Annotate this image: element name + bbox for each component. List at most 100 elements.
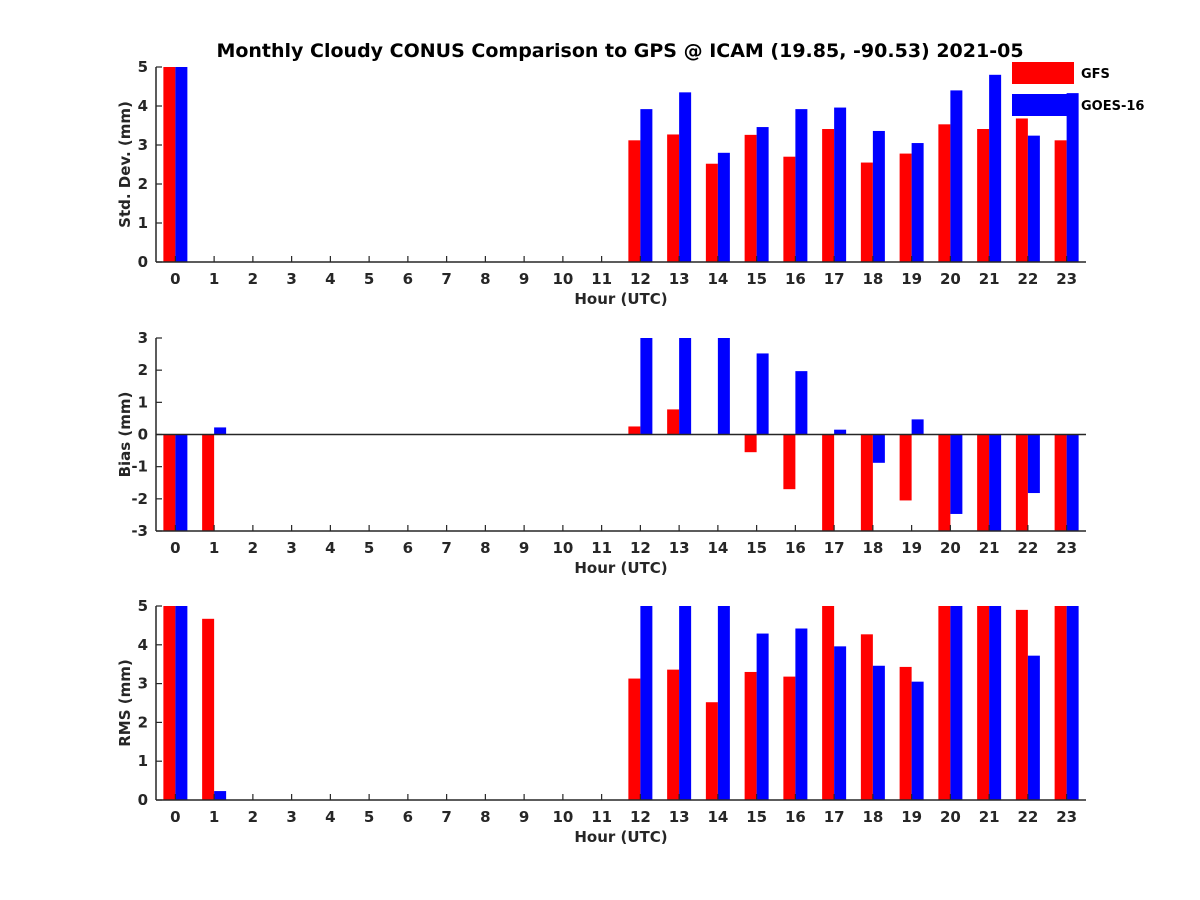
bar-rms-gfs-0 <box>163 606 176 800</box>
xtick-label-bias: 19 <box>901 539 922 557</box>
xtick-label-rms: 18 <box>862 808 883 826</box>
chart-title: Monthly Cloudy CONUS Comparison to GPS @… <box>216 40 1023 62</box>
legend-label-gfs: GFS <box>1081 67 1110 82</box>
bar-rms-gfs-14 <box>705 702 718 800</box>
bar-rms-goes-16-18 <box>872 665 885 800</box>
xtick-label-bias: 6 <box>403 539 413 557</box>
bar-rms-goes-16-15 <box>756 633 769 800</box>
bar-std-goes-16-21 <box>989 74 1002 262</box>
xtick-label-rms: 15 <box>746 808 767 826</box>
bar-rms-goes-16-13 <box>679 606 692 800</box>
ytick-label-rms: 1 <box>138 752 148 770</box>
bar-rms-goes-16-16 <box>795 628 808 800</box>
xlabel-std: Hour (UTC) <box>574 290 667 308</box>
xtick-label-std: 13 <box>669 270 690 288</box>
bar-std-goes-16-16 <box>795 109 808 263</box>
xtick-label-std: 22 <box>1017 270 1038 288</box>
xtick-label-rms: 21 <box>979 808 1000 826</box>
ytick-label-bias: 1 <box>138 393 148 411</box>
xtick-label-std: 16 <box>785 270 806 288</box>
bar-rms-goes-16-1 <box>214 791 227 800</box>
legend-swatch-goes-16 <box>1012 94 1074 116</box>
bar-bias-gfs-12 <box>628 426 641 435</box>
bar-std-gfs-18 <box>860 162 873 262</box>
bar-bias-goes-16-19 <box>911 419 924 435</box>
bar-rms-gfs-15 <box>744 671 757 800</box>
bar-rms-gfs-19 <box>899 666 912 800</box>
xtick-label-bias: 0 <box>170 539 180 557</box>
bar-bias-goes-16-18 <box>872 434 885 463</box>
xtick-label-bias: 1 <box>209 539 219 557</box>
xtick-label-rms: 6 <box>403 808 413 826</box>
bar-rms-gfs-16 <box>783 676 796 800</box>
bar-std-gfs-17 <box>822 129 835 262</box>
xtick-label-bias: 17 <box>824 539 845 557</box>
bar-bias-gfs-20 <box>938 434 951 531</box>
xtick-label-bias: 11 <box>591 539 612 557</box>
bar-rms-goes-16-14 <box>717 606 730 800</box>
xtick-label-std: 5 <box>364 270 374 288</box>
bar-std-gfs-0 <box>163 67 176 262</box>
bar-rms-goes-16-17 <box>834 646 847 800</box>
xtick-label-std: 15 <box>746 270 767 288</box>
xtick-label-rms: 7 <box>441 808 451 826</box>
xtick-label-std: 23 <box>1056 270 1077 288</box>
xtick-label-rms: 4 <box>325 808 335 826</box>
bar-bias-gfs-1 <box>202 434 215 531</box>
bar-std-goes-16-15 <box>756 127 769 262</box>
xtick-label-std: 0 <box>170 270 180 288</box>
bar-std-gfs-23 <box>1054 140 1067 262</box>
xtick-label-bias: 22 <box>1017 539 1038 557</box>
xtick-label-rms: 10 <box>552 808 573 826</box>
xtick-label-bias: 8 <box>480 539 490 557</box>
bar-bias-goes-16-16 <box>795 371 808 435</box>
legend-swatch-gfs <box>1012 62 1074 84</box>
xtick-label-std: 9 <box>519 270 529 288</box>
bar-std-gfs-19 <box>899 153 912 262</box>
ytick-label-rms: 4 <box>138 636 148 654</box>
bar-rms-gfs-13 <box>667 669 680 800</box>
bar-bias-goes-16-17 <box>834 429 847 435</box>
bar-rms-gfs-18 <box>860 634 873 800</box>
xtick-label-rms: 13 <box>669 808 690 826</box>
xtick-label-std: 11 <box>591 270 612 288</box>
ytick-label-bias: -3 <box>131 522 148 540</box>
bar-bias-goes-16-0 <box>175 434 188 531</box>
bar-bias-goes-16-21 <box>989 434 1002 531</box>
xtick-label-bias: 14 <box>707 539 728 557</box>
xtick-label-std: 3 <box>286 270 296 288</box>
bar-rms-gfs-17 <box>822 606 835 800</box>
ytick-label-bias: -2 <box>131 490 148 508</box>
bar-rms-gfs-20 <box>938 606 951 800</box>
bar-bias-gfs-17 <box>822 434 835 531</box>
xtick-label-bias: 9 <box>519 539 529 557</box>
bar-rms-gfs-21 <box>977 606 990 800</box>
xtick-label-bias: 10 <box>552 539 573 557</box>
legend-label-goes-16: GOES-16 <box>1081 99 1144 114</box>
bar-rms-goes-16-19 <box>911 681 924 800</box>
bar-std-goes-16-22 <box>1027 135 1040 262</box>
xtick-label-std: 7 <box>441 270 451 288</box>
bar-std-goes-16-0 <box>175 67 188 262</box>
bar-bias-gfs-0 <box>163 434 176 531</box>
xtick-label-bias: 15 <box>746 539 767 557</box>
bar-bias-goes-16-13 <box>679 338 692 435</box>
xtick-label-std: 2 <box>248 270 258 288</box>
bar-bias-goes-16-20 <box>950 434 963 514</box>
xtick-label-std: 6 <box>403 270 413 288</box>
xtick-label-bias: 3 <box>286 539 296 557</box>
xtick-label-std: 8 <box>480 270 490 288</box>
xtick-label-std: 4 <box>325 270 335 288</box>
xtick-label-bias: 2 <box>248 539 258 557</box>
bar-bias-gfs-18 <box>860 434 873 531</box>
xtick-label-bias: 4 <box>325 539 335 557</box>
bar-std-gfs-21 <box>977 129 990 262</box>
xtick-label-rms: 12 <box>630 808 651 826</box>
bar-bias-goes-16-14 <box>717 338 730 435</box>
xtick-label-rms: 3 <box>286 808 296 826</box>
ytick-label-std: 2 <box>138 175 148 193</box>
xtick-label-rms: 8 <box>480 808 490 826</box>
ytick-label-bias: 3 <box>138 329 148 347</box>
